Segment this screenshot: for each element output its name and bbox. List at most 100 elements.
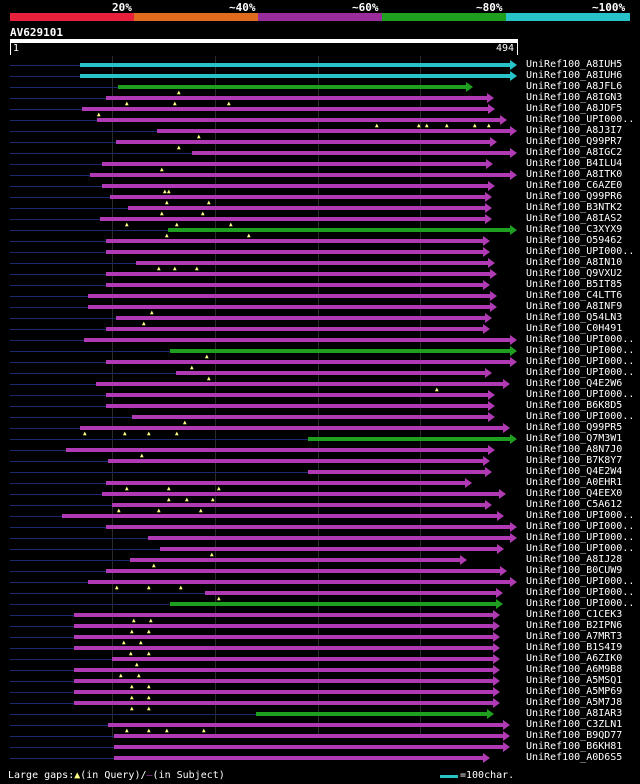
hit-alignment-bar[interactable]: [170, 349, 511, 353]
hit-alignment-bar[interactable]: [106, 404, 489, 408]
hit-alignment-bar[interactable]: [118, 85, 467, 89]
hit-row[interactable]: ▲ UniRef100_Q4E2W6: [0, 378, 640, 393]
hit-row[interactable]: ▲ UniRef100_A8IJ28: [0, 554, 640, 569]
hit-alignment-bar[interactable]: [148, 536, 511, 540]
hit-label[interactable]: UniRef100_B0CUW9: [526, 565, 623, 576]
hit-alignment-bar[interactable]: [80, 426, 504, 430]
hit-row[interactable]: UniRef100_UPI000..: [0, 246, 640, 258]
hit-row[interactable]: ▲ UniRef100_A8INF9: [0, 301, 640, 316]
hit-row[interactable]: UniRef100_UPI000..: [0, 521, 640, 533]
hit-alignment-bar[interactable]: [106, 393, 489, 397]
hit-label[interactable]: UniRef100_B2IPN6: [526, 620, 623, 631]
hit-label[interactable]: UniRef100_A5M7J8: [526, 697, 623, 708]
hit-label[interactable]: UniRef100_B4ILU4: [526, 158, 623, 169]
hit-alignment-bar[interactable]: [168, 228, 511, 232]
hit-alignment-bar[interactable]: [108, 723, 504, 727]
hit-label[interactable]: UniRef100_A8IAR3: [526, 708, 623, 719]
hit-label[interactable]: UniRef100_B3NTK2: [526, 202, 623, 213]
hit-label[interactable]: UniRef100_Q4E2W6: [526, 378, 623, 389]
hit-row[interactable]: UniRef100_B0CUW9: [0, 565, 640, 577]
hit-row[interactable]: UniRef100_B7K8Y7: [0, 455, 640, 467]
hit-row[interactable]: UniRef100_UPI000..: [0, 334, 640, 346]
hit-alignment-bar[interactable]: [110, 195, 486, 199]
hit-label[interactable]: UniRef100_A0EHR1: [526, 477, 623, 488]
hit-alignment-bar[interactable]: [106, 250, 484, 254]
hit-label[interactable]: UniRef100_Q4EEX0: [526, 488, 623, 499]
hit-label[interactable]: UniRef100_UPI000..: [526, 114, 635, 125]
hit-label[interactable]: UniRef100_UPI000..: [526, 543, 635, 554]
hit-label[interactable]: UniRef100_B1S4I9: [526, 642, 623, 653]
hit-alignment-bar[interactable]: [157, 129, 511, 133]
hit-alignment-bar[interactable]: [74, 635, 494, 639]
hit-label[interactable]: UniRef100_UPI000..: [526, 389, 635, 400]
hit-alignment-bar[interactable]: [74, 701, 494, 705]
hit-label[interactable]: UniRef100_B6KH81: [526, 741, 623, 752]
hit-alignment-bar[interactable]: [136, 261, 489, 265]
hit-label[interactable]: UniRef100_B5IT85: [526, 279, 623, 290]
hit-row[interactable]: ▲ ▲ ▲ UniRef100_UPI000..: [0, 576, 640, 591]
hit-alignment-bar[interactable]: [74, 690, 494, 694]
hit-row[interactable]: ▲ UniRef100_A8J3I7: [0, 125, 640, 140]
hit-alignment-bar[interactable]: [66, 448, 489, 452]
hit-alignment-bar[interactable]: [114, 756, 484, 760]
hit-label[interactable]: UniRef100_B9QD77: [526, 730, 623, 741]
hit-row[interactable]: UniRef100_B6KH81: [0, 741, 640, 753]
hit-alignment-bar[interactable]: [256, 712, 488, 716]
hit-row[interactable]: UniRef100_B5IT85: [0, 279, 640, 291]
hit-label[interactable]: UniRef100_A5MP69: [526, 686, 623, 697]
hit-alignment-bar[interactable]: [132, 415, 489, 419]
hit-label[interactable]: UniRef100_C3ZLN1: [526, 719, 623, 730]
hit-alignment-bar[interactable]: [96, 382, 504, 386]
hit-alignment-bar[interactable]: [176, 371, 486, 375]
hit-alignment-bar[interactable]: [100, 217, 486, 221]
hit-row[interactable]: ▲ ▲ ▲ ▲ ▲ ▲ UniRef100_UPI000..: [0, 114, 640, 129]
hit-label[interactable]: UniRef100_A8J3I7: [526, 125, 623, 136]
hit-label[interactable]: UniRef100_UPI000..: [526, 532, 635, 543]
hit-alignment-bar[interactable]: [62, 514, 498, 518]
hit-label[interactable]: UniRef100_A5MSQ1: [526, 675, 623, 686]
hit-alignment-bar[interactable]: [192, 151, 511, 155]
hit-label[interactable]: UniRef100_A6M9B8: [526, 664, 623, 675]
hit-alignment-bar[interactable]: [106, 327, 484, 331]
hit-alignment-bar[interactable]: [114, 745, 504, 749]
hit-alignment-bar[interactable]: [308, 437, 511, 441]
hit-label[interactable]: UniRef100_C0H491: [526, 323, 623, 334]
hit-row[interactable]: ▲ ▲ UniRef100_Q99PR6: [0, 191, 640, 206]
hit-label[interactable]: UniRef100_Q9VXU2: [526, 268, 623, 279]
hit-label[interactable]: UniRef100_UPI000..: [526, 356, 635, 367]
hit-label[interactable]: UniRef100_Q7M3W1: [526, 433, 623, 444]
hit-label[interactable]: UniRef100_UPI000..: [526, 334, 635, 345]
hit-row[interactable]: UniRef100_A8IAR3: [0, 708, 640, 720]
hit-label[interactable]: UniRef100_A7MRT3: [526, 631, 623, 642]
hit-row[interactable]: ▲ ▲ ▲ UniRef100_A8IAS2: [0, 213, 640, 228]
hit-label[interactable]: UniRef100_O59462: [526, 235, 623, 246]
hit-alignment-bar[interactable]: [106, 360, 511, 364]
hit-row[interactable]: ▲ UniRef100_UPI000..: [0, 587, 640, 602]
hit-alignment-bar[interactable]: [106, 525, 511, 529]
hit-row[interactable]: ▲ ▲ UniRef100_A6M9B8: [0, 664, 640, 679]
hit-alignment-bar[interactable]: [80, 74, 511, 78]
hit-row[interactable]: ▲ ▲ UniRef100_C3XYX9: [0, 224, 640, 239]
hit-alignment-bar[interactable]: [205, 591, 497, 595]
hit-row[interactable]: ▲ ▲ ▲ UniRef100_A0EHR1: [0, 477, 640, 492]
hit-alignment-bar[interactable]: [308, 470, 486, 474]
hit-alignment-bar[interactable]: [80, 63, 511, 67]
hit-row[interactable]: ▲ ▲ UniRef100_C6AZE0: [0, 180, 640, 195]
hit-row[interactable]: ▲ UniRef100_UPI000..: [0, 411, 640, 426]
hit-row[interactable]: ▲ ▲ ▲ ▲ UniRef100_C3ZLN1: [0, 719, 640, 734]
hit-label[interactable]: UniRef100_A6ZIK0: [526, 653, 623, 664]
hit-row[interactable]: ▲ ▲ ▲ UniRef100_Q4EEX0: [0, 488, 640, 503]
hit-row[interactable]: ▲ UniRef100_Q54LN3: [0, 312, 640, 327]
hit-label[interactable]: UniRef100_A8JDF5: [526, 103, 623, 114]
hit-row[interactable]: ▲ UniRef100_B4ILU4: [0, 158, 640, 173]
hit-alignment-bar[interactable]: [116, 316, 486, 320]
hit-row[interactable]: ▲ ▲ UniRef100_C1CEK3: [0, 609, 640, 624]
hit-row[interactable]: UniRef100_A0D6S5: [0, 752, 640, 764]
hit-alignment-bar[interactable]: [106, 283, 484, 287]
hit-alignment-bar[interactable]: [106, 96, 488, 100]
hit-row[interactable]: UniRef100_C0H491: [0, 323, 640, 335]
hit-label[interactable]: UniRef100_UPI000..: [526, 587, 635, 598]
hit-alignment-bar[interactable]: [74, 613, 494, 617]
hit-label[interactable]: UniRef100_B7K8Y7: [526, 455, 623, 466]
hit-alignment-bar[interactable]: [102, 162, 487, 166]
